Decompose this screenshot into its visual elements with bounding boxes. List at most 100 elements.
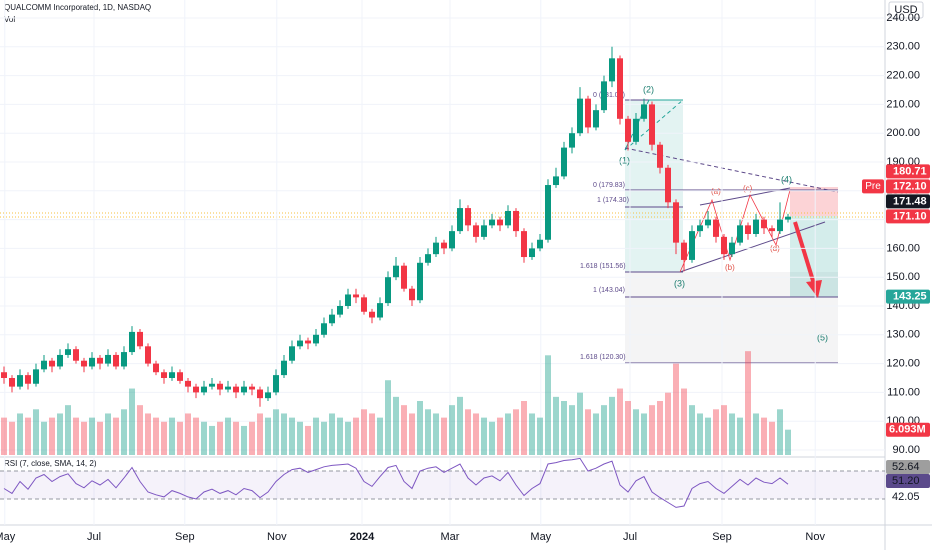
- candle-body: [713, 219, 719, 237]
- volume-bar: [121, 409, 127, 455]
- price-tag-label: 180.71: [893, 165, 927, 177]
- candle-body: [377, 303, 383, 318]
- candle-body: [625, 118, 631, 142]
- rsi-line: [3, 457, 789, 508]
- candle-body: [353, 294, 359, 298]
- volume-bar: [169, 417, 175, 455]
- volume-bar: [129, 388, 135, 455]
- candle-body: [481, 225, 487, 237]
- volume-bar: [105, 413, 111, 455]
- candle-body: [89, 357, 95, 367]
- candle-body: [785, 216, 791, 220]
- pre-tag: [862, 179, 884, 194]
- volume-bar: [353, 417, 359, 455]
- candle-body: [761, 219, 767, 229]
- volume-bar: [713, 409, 719, 455]
- candle-body: [217, 383, 223, 390]
- wave-label: (5): [817, 332, 828, 342]
- volume-bar: [329, 413, 335, 455]
- candle-body: [361, 297, 367, 312]
- candle-body: [49, 360, 55, 367]
- y-tick-label: 120.00: [886, 357, 920, 369]
- chart-title: QUALCOMM Incorporated, 1D, NASDAQ: [4, 3, 151, 12]
- volume-bar: [521, 401, 527, 455]
- candle-body: [489, 219, 495, 226]
- candle-body: [41, 360, 47, 370]
- volume-bar: [753, 413, 759, 455]
- y-tick-label: 130.00: [886, 329, 920, 341]
- volume-bar: [697, 413, 703, 455]
- candle-body: [689, 231, 695, 260]
- volume-bar: [241, 425, 247, 455]
- volume-bar: [761, 417, 767, 455]
- volume-bar: [281, 413, 287, 455]
- volume-bar: [601, 405, 607, 455]
- candle-body: [329, 314, 335, 324]
- candle-body: [729, 242, 735, 255]
- candle-body: [777, 219, 783, 232]
- rsi-band: [0, 471, 885, 500]
- fib-label: 1.618 (120.30): [580, 354, 626, 361]
- pre-label: Pre: [865, 181, 881, 192]
- candle-body: [561, 147, 567, 177]
- rsi-tag-label: 42.05: [892, 491, 920, 503]
- volume-bar: [681, 388, 687, 455]
- y-tick-label: 200.00: [886, 127, 920, 139]
- candle-body: [81, 360, 87, 367]
- candle-body: [609, 58, 615, 82]
- candle-body: [505, 210, 511, 226]
- candle-body: [409, 288, 415, 301]
- candle-body: [681, 242, 687, 260]
- volume-title: Vol: [4, 15, 15, 24]
- candle-body: [313, 334, 319, 344]
- fib-label: 0 (179.83): [593, 182, 625, 189]
- volume-bar: [305, 425, 311, 455]
- volume-bar: [609, 396, 615, 455]
- volume-bar: [449, 405, 455, 455]
- volume-bar: [553, 396, 559, 455]
- candle-body: [577, 98, 583, 134]
- candle-body: [385, 277, 391, 304]
- x-tick-label: Mar: [441, 531, 460, 543]
- drawings: 0 (231.09) 0 (179.83) 1 (174.30) 1.618 (…: [0, 84, 885, 364]
- y-tick-label: 160.00: [886, 242, 920, 254]
- candle-body: [113, 354, 119, 367]
- currency-box[interactable]: [888, 1, 924, 19]
- volume-bar: [297, 421, 303, 455]
- candle-body: [129, 331, 135, 353]
- volume-bar: [633, 409, 639, 455]
- candle-body: [753, 219, 759, 234]
- candle-body: [569, 133, 575, 148]
- candle-body: [521, 231, 527, 258]
- volume-bar: [217, 421, 223, 455]
- x-tick-label: Sep: [175, 531, 195, 543]
- x-tick-label: Jul: [87, 531, 101, 543]
- fib-label: 0 (231.09): [593, 92, 625, 99]
- fib-label: 1 (143.04): [593, 287, 625, 294]
- subwave-label: (c): [743, 184, 753, 193]
- volume-bar: [313, 417, 319, 455]
- volume-bar: [225, 417, 231, 455]
- candle-body: [393, 265, 399, 278]
- candle-body: [513, 210, 519, 232]
- candle-body: [345, 294, 351, 306]
- candle-body: [249, 386, 255, 390]
- candle-body: [57, 354, 63, 367]
- candle-body: [265, 392, 271, 399]
- candle-body: [529, 248, 535, 258]
- candle-body: [425, 254, 431, 263]
- volume-bar: [145, 413, 151, 455]
- candle-body: [697, 225, 703, 232]
- y-tick-label: 220.00: [886, 70, 920, 82]
- candle-body: [65, 349, 71, 355]
- candle-body: [305, 340, 311, 344]
- price-tag: [886, 179, 930, 194]
- volume-bar: [185, 413, 191, 455]
- volume-bar: [361, 409, 367, 455]
- currency[interactable]: USD: [894, 4, 917, 16]
- rsi-tag-label: 52.64: [892, 461, 920, 473]
- candle-body: [169, 372, 175, 378]
- volume-bar: [657, 401, 663, 455]
- wave-label: (3): [674, 278, 685, 288]
- y-tick-label: 150.00: [886, 271, 920, 283]
